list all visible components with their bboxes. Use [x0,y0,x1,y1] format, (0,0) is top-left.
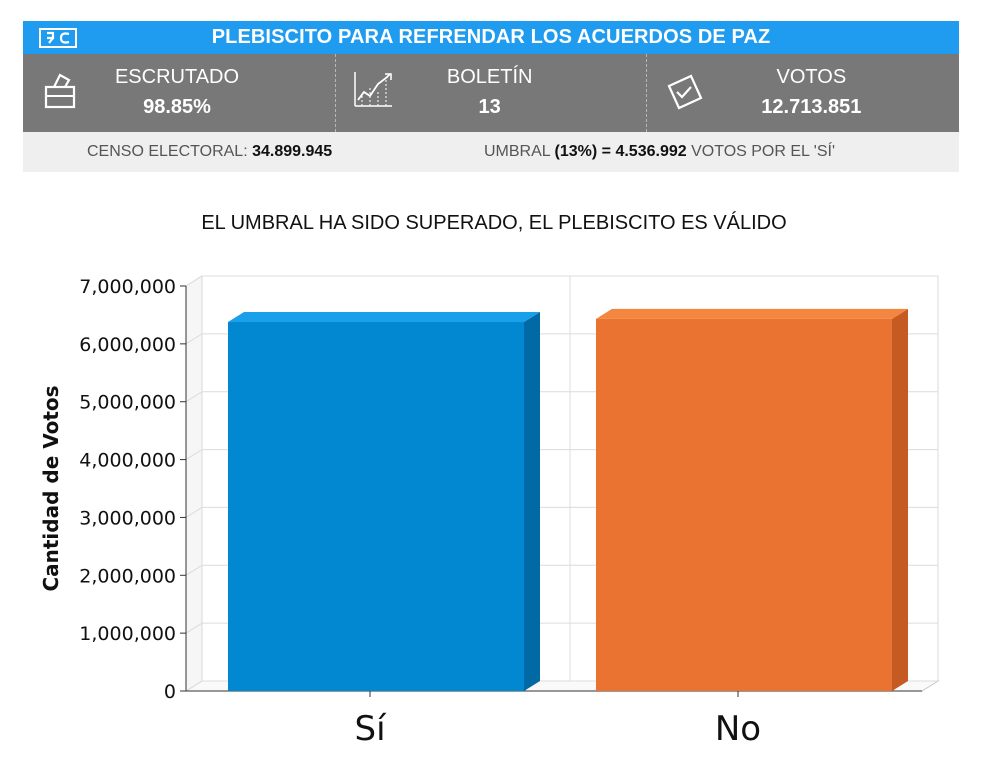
y-tick-label: 1,000,000 [79,623,176,645]
stat-value: 98.85% [143,96,211,118]
umbral-suffix: VOTOS POR EL 'SÍ' [691,143,836,160]
stat-value: 13 [478,96,501,118]
page-title: PLEBISCITO PARA REFRENDAR LOS ACUERDOS D… [211,26,771,48]
y-tick-label: 4,000,000 [79,450,176,472]
bar-side-1 [892,308,908,691]
stat-value: 12.713.851 [761,96,862,118]
y-tick-label: 5,000,000 [79,392,176,414]
stat-escrutado: ESCRUTADO 98.85% [23,54,335,132]
censo-electoral: CENSO ELECTORAL: 34.899.945 [87,143,332,161]
header-bar: PLEBISCITO PARA REFRENDAR LOS ACUERDOS D… [23,21,959,54]
bar-top-0 [228,312,540,323]
y-tick-label: 2,000,000 [79,565,176,587]
line-chart-icon [353,72,392,107]
y-axis-label: Cantidad de Votos [39,385,63,591]
y-tick-label: 6,000,000 [79,334,176,356]
rc-logo-icon [39,28,77,48]
vote-paper-icon [667,74,703,110]
bar-side-0 [524,312,540,691]
stat-votos: VOTOS 12.713.851 [646,54,959,132]
stat-label: VOTOS [776,66,847,88]
bar-top-1 [596,308,908,319]
stat-label: ESCRUTADO [114,66,240,88]
y-tick-label: 3,000,000 [79,507,176,529]
chart-side-wall [185,275,203,692]
censo-label: CENSO ELECTORAL: [87,143,248,160]
stats-bar: ESCRUTADO 98.85% BOLETÍN 13 VOTOS 12.713… [23,54,959,132]
umbral-value: (13%) = 4.536.992 [554,143,687,160]
stat-boletin: BOLETÍN 13 [334,54,647,132]
umbral: UMBRAL (13%) = 4.536.992 VOTOS POR EL 'S… [484,143,835,161]
info-bar: CENSO ELECTORAL: 34.899.945 UMBRAL (13%)… [23,132,959,172]
x-tick-label: No [715,709,761,749]
bar-0 [228,322,524,691]
gridline [185,275,938,287]
bar-1 [596,318,892,691]
umbral-label: UMBRAL [484,143,551,160]
censo-value: 34.899.945 [252,143,333,160]
ballot-box-icon [44,73,76,109]
y-tick-label: 7,000,000 [79,276,176,298]
chart-subtitle: EL UMBRAL HA SIDO SUPERADO, EL PLEBISCIT… [201,212,787,234]
stat-label: BOLETÍN [446,66,533,88]
x-tick-label: Sí [354,709,387,749]
y-tick-label: 0 [164,681,176,703]
